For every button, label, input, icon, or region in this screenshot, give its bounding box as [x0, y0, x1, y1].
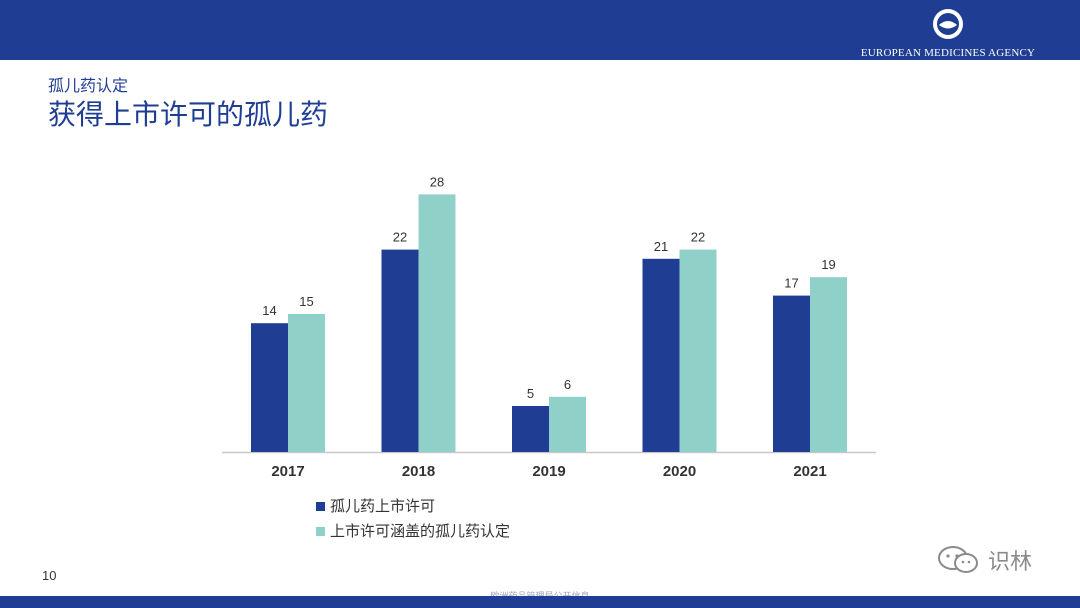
legend-label-series-1: 孤儿药上市许可: [330, 497, 435, 515]
data-label-2021-series-2: 19: [821, 257, 835, 272]
bar-2021-series-2: [810, 277, 847, 452]
bar-2019-series-1: [512, 406, 549, 452]
watermark: 识林: [936, 544, 1032, 576]
x-tick-label-2021: 2021: [793, 463, 826, 480]
ema-logo: EUROPEAN MEDICINES AGENCY: [858, 8, 1038, 59]
data-label-2017-series-2: 15: [299, 294, 313, 309]
watermark-text: 识林: [988, 550, 1033, 575]
footer-bar: [0, 596, 1080, 608]
data-label-2020-series-1: 21: [654, 239, 668, 254]
data-label-2018-series-2: 28: [430, 174, 444, 189]
bar-2021-series-1: [773, 295, 810, 452]
legend-label-series-2: 上市许可涵盖的孤儿药认定: [330, 522, 510, 540]
bar-2018-series-2: [418, 194, 456, 452]
header-bar: EUROPEAN MEDICINES AGENCY: [0, 0, 1080, 60]
x-tick-label-2020: 2020: [663, 463, 696, 480]
bar-2018-series-1: [381, 249, 419, 452]
bar-2020-series-2: [679, 249, 717, 452]
data-label-2019-series-2: 6: [564, 377, 571, 392]
bar-2020-series-1: [642, 258, 680, 452]
logo-text: EUROPEAN MEDICINES AGENCY: [860, 47, 1036, 59]
bar-2019-series-2: [549, 396, 586, 452]
x-tick-label-2019: 2019: [532, 463, 565, 480]
bar-2017-series-2: [288, 314, 325, 452]
data-label-2019-series-1: 5: [527, 386, 534, 401]
ema-emblem-icon: [933, 9, 963, 39]
data-label-2018-series-1: 22: [393, 230, 407, 245]
legend-swatch-series-1: [316, 502, 325, 511]
bar-2017-series-1: [251, 323, 288, 452]
slide-subtitle: 孤儿药认定: [48, 76, 129, 95]
data-label-2017-series-1: 14: [262, 303, 276, 318]
data-label-2021-series-1: 17: [784, 276, 798, 291]
legend-swatch-series-2: [316, 527, 325, 536]
data-label-2020-series-2: 22: [691, 230, 705, 245]
x-tick-label-2017: 2017: [271, 463, 304, 480]
x-tick-label-2018: 2018: [402, 463, 435, 480]
page-number: 10: [42, 568, 57, 583]
wechat-icon: [938, 546, 978, 573]
slide-title: 获得上市许可的孤儿药: [48, 98, 329, 131]
